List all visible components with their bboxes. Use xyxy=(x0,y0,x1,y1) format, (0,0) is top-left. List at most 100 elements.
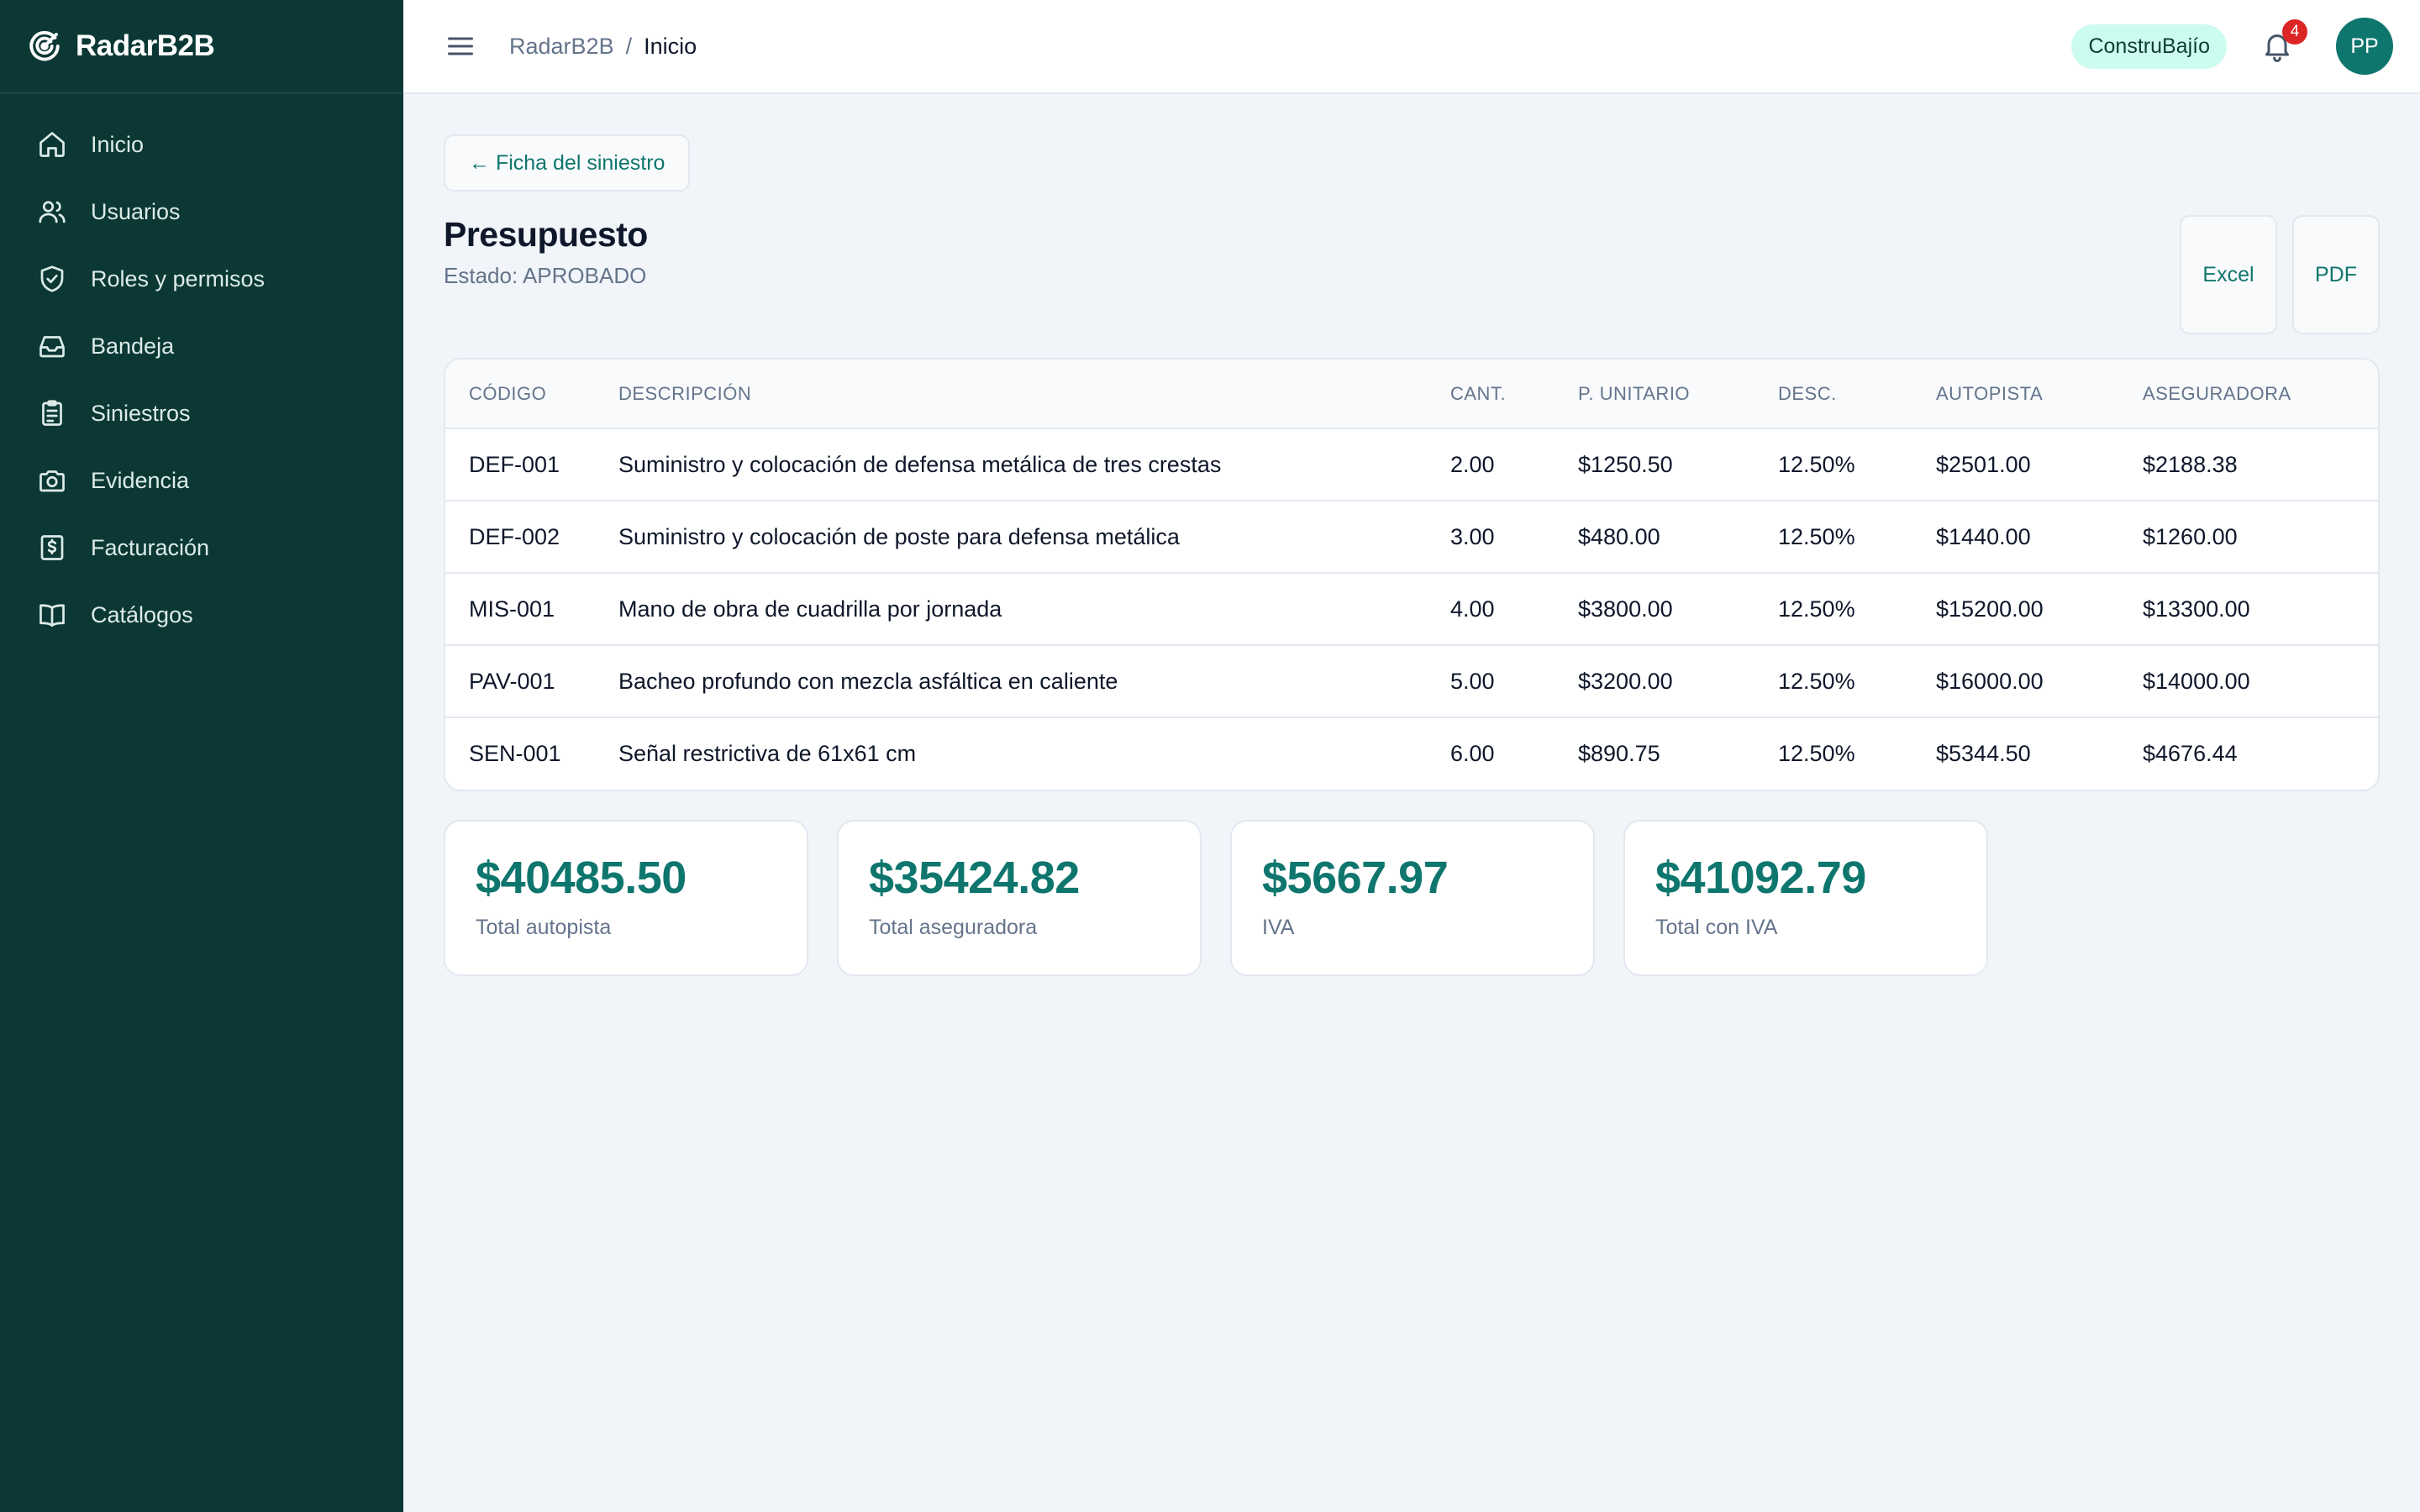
sidebar-item-label: Catálogos xyxy=(91,601,193,627)
table-header-row: CÓDIGO DESCRIPCIÓN CANT. P. UNITARIO DES… xyxy=(445,360,2378,429)
tenant-badge[interactable]: ConstruBajío xyxy=(2071,24,2227,69)
cell-precio-unitario: $3200.00 xyxy=(1578,645,1778,718)
total-value: $5667.97 xyxy=(1262,853,1449,903)
brand[interactable]: RadarB2B xyxy=(0,0,403,94)
total-label: IVA xyxy=(1262,916,1295,939)
notification-count-badge: 4 xyxy=(2282,19,2307,45)
export-excel-button[interactable]: Excel xyxy=(2180,215,2277,334)
cell-autopista: $15200.00 xyxy=(1936,573,2143,646)
cell-cantidad: 5.00 xyxy=(1450,645,1578,718)
sidebar: RadarB2B Inicio Usuarios Roles y permiso… xyxy=(0,0,403,1512)
sidebar-item-label: Facturación xyxy=(91,534,210,560)
sidebar-item-label: Usuarios xyxy=(91,198,181,224)
cell-descripcion: Bacheo profundo con mezcla asfáltica en … xyxy=(618,645,1450,718)
book-icon xyxy=(39,604,65,627)
total-aseguradora-card: $35424.82 Total aseguradora xyxy=(837,820,1202,976)
cell-aseguradora: $14000.00 xyxy=(2143,645,2378,718)
cell-descuento: 12.50% xyxy=(1778,428,1936,501)
breadcrumb-root[interactable]: RadarB2B xyxy=(509,33,614,59)
cell-precio-unitario: $3800.00 xyxy=(1578,573,1778,646)
cell-aseguradora: $1260.00 xyxy=(2143,501,2378,574)
sidebar-item-inicio[interactable]: Inicio xyxy=(0,111,403,178)
budget-status: Estado: APROBADO xyxy=(444,263,647,288)
sidebar-item-facturacion[interactable]: Facturación xyxy=(0,514,403,581)
cell-descuento: 12.50% xyxy=(1778,741,1855,766)
column-header-descripcion[interactable]: DESCRIPCIÓN xyxy=(618,360,1450,429)
cell-cantidad: 3.00 xyxy=(1450,501,1578,574)
cell-aseguradora: $13300.00 xyxy=(2143,573,2378,646)
cell-autopista: $2501.00 xyxy=(1936,428,2143,501)
inbox-icon xyxy=(39,336,65,358)
radar-logo-icon xyxy=(29,31,60,61)
total-value: $41092.79 xyxy=(1655,853,1866,903)
column-header-precio-unitario[interactable]: P. UNITARIO xyxy=(1578,360,1778,429)
budget-table: CÓDIGO DESCRIPCIÓN CANT. P. UNITARIO DES… xyxy=(445,360,2378,790)
header-actions: ConstruBajío 4 PP xyxy=(2071,18,2393,75)
breadcrumb-current: Inicio xyxy=(644,33,697,59)
cell-descripcion: Señal restrictiva de 61x61 cm xyxy=(618,741,917,766)
user-avatar[interactable]: PP xyxy=(2336,18,2393,75)
back-to-claim-button[interactable]: ← Ficha del siniestro xyxy=(444,134,691,192)
hamburger-menu-icon[interactable] xyxy=(445,31,476,61)
cell-autopista: $16000.00 xyxy=(1936,645,2143,718)
sidebar-item-siniestros[interactable]: Siniestros xyxy=(0,380,403,447)
total-con-iva-card: $41092.79 Total con IVA xyxy=(1623,820,1988,976)
clipboard-icon xyxy=(42,400,62,426)
table-row: DEF-002 Suministro y colocación de poste… xyxy=(445,501,2378,574)
total-autopista-card: $40485.50 Total autopista xyxy=(444,820,808,976)
cell-autopista: $1440.00 xyxy=(1936,501,2143,574)
cell-descuento: 12.50% xyxy=(1778,573,1936,646)
cell-precio-unitario: $890.75 xyxy=(1578,741,1660,766)
users-icon xyxy=(39,201,66,223)
notifications-button[interactable]: 4 xyxy=(2260,19,2307,63)
column-header-aseguradora[interactable]: ASEGURADORA xyxy=(2143,360,2378,429)
cell-aseguradora: $4676.44 xyxy=(2143,741,2238,766)
sidebar-item-evidencia[interactable]: Evidencia xyxy=(0,447,403,514)
export-actions: Excel PDF xyxy=(2180,215,2380,334)
main-content: ← Ficha del siniestro Presupuesto Estado… xyxy=(444,134,2380,976)
cell-descripcion: Suministro y colocación de poste para de… xyxy=(618,501,1450,574)
cell-descripcion: Mano de obra de cuadrilla por jornada xyxy=(618,573,1450,646)
column-header-cantidad[interactable]: CANT. xyxy=(1450,360,1578,429)
breadcrumb-separator: / xyxy=(625,33,633,59)
cell-codigo: MIS-001 xyxy=(445,573,618,646)
iva-card: $5667.97 IVA xyxy=(1230,820,1595,976)
brand-name: RadarB2B xyxy=(76,29,215,62)
shield-check-icon xyxy=(40,265,64,292)
sidebar-item-label: Evidencia xyxy=(91,467,190,493)
cell-descuento: 12.50% xyxy=(1778,501,1936,574)
table-row: SEN-001 Señal restrictiva de 61x61 cm 6.… xyxy=(445,717,2378,790)
sidebar-item-usuarios[interactable]: Usuarios xyxy=(0,178,403,245)
total-label: Total con IVA xyxy=(1655,916,1778,939)
total-value: $35424.82 xyxy=(869,853,1080,903)
column-header-autopista[interactable]: AUTOPISTA xyxy=(1936,360,2143,429)
export-pdf-button[interactable]: PDF xyxy=(2292,215,2380,334)
cell-precio-unitario: $480.00 xyxy=(1578,501,1778,574)
sidebar-item-bandeja[interactable]: Bandeja xyxy=(0,312,403,380)
page-header: Presupuesto Estado: APROBADO Excel PDF xyxy=(444,215,2380,341)
sidebar-item-roles[interactable]: Roles y permisos xyxy=(0,245,403,312)
sidebar-item-catalogos[interactable]: Catálogos xyxy=(0,581,403,648)
camera-icon xyxy=(39,470,65,492)
budget-table-card: CÓDIGO DESCRIPCIÓN CANT. P. UNITARIO DES… xyxy=(444,358,2380,791)
cell-codigo: PAV-001 xyxy=(445,645,618,718)
cell-codigo: SEN-001 xyxy=(469,741,561,766)
sidebar-item-label: Siniestros xyxy=(91,400,191,426)
home-icon xyxy=(39,132,65,157)
column-header-codigo[interactable]: CÓDIGO xyxy=(445,360,618,429)
sidebar-item-label: Bandeja xyxy=(91,333,175,359)
column-header-descuento[interactable]: DESC. xyxy=(1778,360,1936,429)
page-title: Presupuesto xyxy=(444,215,648,254)
cell-precio-unitario: $1250.50 xyxy=(1578,428,1778,501)
cell-codigo: DEF-002 xyxy=(445,501,618,574)
cell-cantidad: 4.00 xyxy=(1450,573,1578,646)
total-label: Total autopista xyxy=(476,916,612,939)
sidebar-item-label: Inicio xyxy=(91,131,145,157)
cell-cantidad: 2.00 xyxy=(1450,428,1578,501)
table-row: PAV-001 Bacheo profundo con mezcla asfál… xyxy=(445,645,2378,718)
sidebar-nav: Inicio Usuarios Roles y permisos Bandeja… xyxy=(0,94,403,648)
cell-descripcion: Suministro y colocación de defensa metál… xyxy=(618,428,1450,501)
totals-summary: $40485.50 Total autopista $35424.82 Tota… xyxy=(444,820,2380,976)
sidebar-item-label: Roles y permisos xyxy=(91,265,266,291)
cell-codigo: DEF-001 xyxy=(445,428,618,501)
